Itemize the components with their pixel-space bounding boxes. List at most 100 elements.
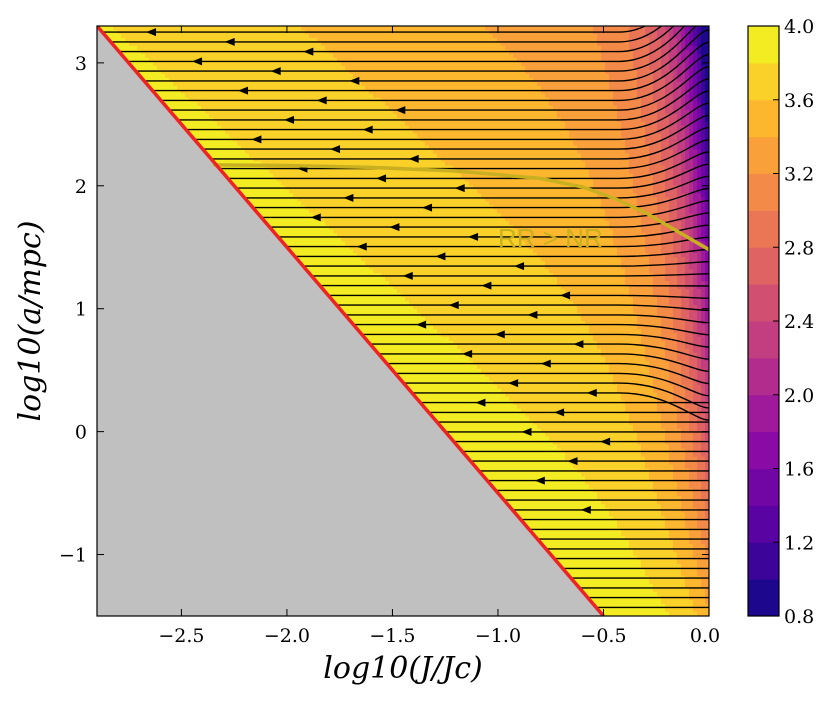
heatmap-cell	[229, 165, 234, 171]
heatmap-cell	[229, 109, 234, 115]
heatmap-cell	[201, 129, 206, 135]
heatmap-cell	[205, 121, 210, 127]
heatmap-cell	[153, 69, 158, 75]
heatmap-cell	[201, 133, 206, 139]
heatmap-cell	[221, 33, 226, 39]
heatmap-cell	[169, 85, 174, 91]
heatmap-cell	[177, 105, 182, 111]
heatmap-cell	[181, 77, 186, 83]
heatmap-cell	[205, 65, 210, 71]
heatmap-cell	[153, 41, 158, 47]
heatmap-cell	[213, 77, 218, 83]
heatmap-cell	[221, 121, 226, 127]
heatmap-cell	[205, 26, 210, 31]
heatmap-cell	[117, 26, 122, 31]
heatmap-cell	[181, 109, 186, 115]
heatmap-cell	[225, 109, 230, 115]
heatmap-cell	[165, 26, 170, 31]
heatmap-cell	[209, 101, 214, 107]
heatmap-cell	[161, 85, 166, 91]
heatmap-cell	[141, 61, 146, 67]
heatmap-cell	[181, 41, 186, 47]
heatmap-cell	[225, 165, 230, 171]
heatmap-cell	[161, 89, 166, 95]
heatmap-cell	[121, 37, 126, 43]
heatmap-cell	[181, 105, 186, 111]
heatmap-cell	[173, 33, 178, 39]
heatmap-cell	[177, 33, 182, 39]
heatmap-cell	[225, 141, 230, 147]
heatmap-cell	[213, 57, 218, 63]
heatmap-cell	[201, 101, 206, 107]
heatmap-cell	[173, 77, 178, 83]
heatmap-cell	[189, 37, 194, 43]
heatmap-cell	[229, 93, 234, 99]
heatmap-cell	[205, 141, 210, 147]
heatmap-cell	[217, 133, 222, 139]
heatmap-cell	[177, 37, 182, 43]
heatmap-cell	[225, 53, 230, 59]
heatmap-cell	[149, 61, 154, 67]
heatmap-cell	[145, 53, 150, 59]
heatmap-cell	[193, 26, 198, 31]
heatmap-cell	[153, 77, 158, 83]
heatmap-cell	[149, 69, 154, 75]
heatmap-cell	[197, 129, 202, 135]
heatmap-cell	[213, 145, 218, 151]
heatmap-cell	[153, 37, 158, 43]
heatmap-cell	[197, 113, 202, 119]
heatmap-cell	[197, 77, 202, 83]
heatmap-cell	[193, 109, 198, 115]
heatmap-cell	[193, 129, 198, 135]
heatmap-cell	[185, 61, 190, 67]
heatmap-cell	[173, 73, 178, 79]
heatmap-cell	[173, 41, 178, 47]
heatmap-cell	[225, 169, 230, 175]
heatmap-cell	[225, 157, 230, 163]
heatmap-cell	[209, 77, 214, 83]
heatmap-cell	[169, 65, 174, 71]
heatmap-cell	[165, 101, 170, 107]
heatmap-cell	[209, 65, 214, 71]
heatmap-cell	[137, 41, 142, 47]
heatmap-cell	[129, 41, 134, 47]
heatmap-cell	[209, 37, 214, 43]
heatmap-cell	[161, 41, 166, 47]
heatmap-cell	[165, 85, 170, 91]
heatmap-cell	[185, 57, 190, 63]
heatmap-cell	[137, 57, 142, 63]
heatmap-cell	[229, 157, 234, 163]
heatmap-cell	[197, 41, 202, 47]
heatmap-cell	[149, 33, 154, 39]
heatmap-cell	[145, 73, 150, 79]
heatmap-cell	[177, 53, 182, 59]
heatmap-cell	[169, 61, 174, 67]
heatmap-cell	[117, 41, 122, 47]
heatmap-cell	[201, 57, 206, 63]
heatmap-cell	[217, 26, 222, 31]
heatmap-cell	[137, 37, 142, 43]
heatmap-cell	[189, 41, 194, 47]
heatmap-cell	[121, 41, 126, 47]
heatmap-cell	[153, 85, 158, 91]
heatmap-cell	[161, 73, 166, 79]
heatmap-cell	[221, 145, 226, 151]
heatmap-cell	[193, 89, 198, 95]
heatmap-cell	[213, 53, 218, 59]
heatmap-cell	[217, 125, 222, 131]
heatmap-cell	[169, 41, 174, 47]
heatmap-cell	[205, 77, 210, 83]
heatmap-cell	[117, 45, 122, 51]
heatmap-cell	[217, 101, 222, 107]
heatmap-cell	[141, 73, 146, 79]
heatmap-cell	[229, 145, 234, 151]
heatmap-cell	[229, 101, 234, 107]
heatmap-cell	[157, 57, 162, 63]
heatmap-cell	[221, 157, 226, 163]
heatmap-cell	[221, 69, 226, 75]
heatmap-cell	[213, 153, 218, 159]
heatmap-cell	[113, 33, 118, 39]
heatmap-cell	[213, 113, 218, 119]
heatmap-cell	[225, 153, 230, 159]
heatmap-cell	[193, 105, 198, 111]
